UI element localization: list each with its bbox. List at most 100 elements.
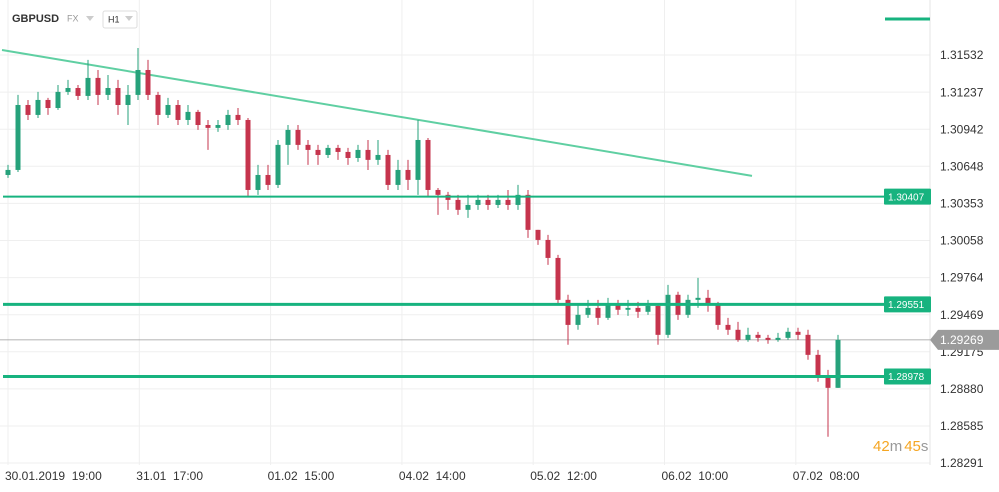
level-label: 1.30407 — [888, 192, 925, 203]
candle-body — [485, 199, 491, 205]
market: FX — [67, 13, 79, 23]
candle-body — [655, 305, 661, 335]
candle-body — [565, 299, 571, 325]
candle-body — [475, 199, 481, 205]
interval-box[interactable] — [102, 10, 138, 29]
symbol: GBPUSD — [12, 13, 59, 25]
candle-body — [105, 87, 111, 95]
candle-body — [545, 239, 551, 258]
candle-body — [75, 87, 81, 96]
dropdown-arrow — [125, 16, 133, 21]
x-tick-label: 30.01.2019 19:00 — [5, 469, 102, 483]
candle-body — [425, 139, 431, 190]
y-tick-label: 1.28291 — [940, 456, 984, 470]
candle-body — [195, 111, 201, 125]
y-tick-label: 1.30058 — [940, 234, 984, 248]
last-price-box — [930, 329, 999, 350]
candle-body — [725, 324, 731, 330]
candle-body — [595, 307, 601, 318]
candle-body — [515, 194, 521, 205]
candle-body — [785, 331, 791, 338]
candle-body — [135, 69, 141, 95]
candle-body — [165, 104, 171, 115]
y-tick-label: 1.30648 — [940, 159, 984, 173]
candle-body — [365, 149, 371, 160]
candle-body — [825, 377, 831, 388]
candle-body — [55, 91, 61, 109]
candle-body — [705, 297, 711, 305]
candle-body — [175, 104, 181, 120]
candle-body — [335, 147, 341, 152]
level-label-box — [884, 188, 931, 205]
y-tick-label: 1.31532 — [940, 48, 984, 62]
candle-body — [625, 307, 631, 310]
candle-body — [295, 129, 301, 145]
candle-body — [835, 339, 841, 388]
candle-body — [745, 334, 751, 340]
candle-body — [285, 129, 291, 145]
candle-body — [385, 154, 391, 185]
candle-body — [145, 69, 151, 95]
candle-body — [255, 174, 261, 190]
last-price-label: 1.29269 — [940, 333, 984, 347]
candle-body — [235, 114, 241, 120]
candle-body — [25, 104, 31, 115]
y-tick-label: 1.28585 — [940, 419, 984, 433]
candle-body — [455, 199, 461, 210]
candle-body — [585, 307, 591, 315]
candle-body — [15, 104, 21, 170]
candle-body — [765, 337, 771, 340]
candle-body — [375, 154, 381, 160]
y-tick-label: 1.30353 — [940, 197, 984, 211]
trendline — [1, 48, 753, 177]
candle-body — [125, 94, 131, 105]
timer-minutes: 42 — [873, 438, 890, 455]
x-tick-label: 31.01 17:00 — [136, 469, 203, 483]
candle-body — [695, 297, 701, 300]
timer: 42m 45s — [873, 438, 928, 455]
candle-body — [215, 124, 221, 128]
candle-body — [775, 337, 781, 340]
candle-body — [665, 294, 671, 335]
candle-body — [685, 299, 691, 315]
level-label-box — [884, 296, 931, 313]
level-label-box — [884, 368, 931, 385]
candle-body — [805, 334, 811, 355]
candle-body — [495, 199, 501, 205]
dropdown-arrow[interactable] — [86, 16, 94, 21]
y-tick-label: 1.28880 — [940, 382, 984, 396]
x-tick-label: 07.02 08:00 — [793, 469, 860, 483]
candle-body — [305, 144, 311, 150]
candle-body — [245, 119, 251, 190]
candle-body — [115, 87, 121, 105]
candle-body — [315, 149, 321, 155]
x-tick-label: 05.02 12:00 — [530, 469, 597, 483]
candle-body — [265, 174, 271, 185]
candle-body — [185, 111, 191, 120]
candle-body — [345, 151, 351, 158]
timer-seconds-unit: s — [921, 438, 929, 455]
candle-body — [505, 199, 511, 205]
candle-body — [95, 77, 101, 95]
x-tick-label: 01.02 15:00 — [268, 469, 335, 483]
timer-minutes-unit: m — [890, 438, 903, 455]
candle-body — [635, 307, 641, 312]
candle-body — [325, 147, 331, 155]
candle-body — [5, 169, 11, 175]
candle-body — [415, 139, 421, 180]
candle-body — [85, 77, 91, 96]
y-tick-label: 1.30942 — [940, 122, 984, 136]
candle-body — [435, 189, 441, 195]
level-label: 1.28978 — [888, 372, 925, 383]
candle-body — [225, 114, 231, 125]
timer-seconds: 45 — [904, 438, 921, 455]
candle-body — [45, 99, 51, 109]
y-tick-label: 1.29764 — [940, 271, 984, 285]
candle-body — [355, 149, 361, 158]
candle-body — [275, 144, 281, 185]
candle-body — [155, 94, 161, 115]
candle-body — [575, 314, 581, 325]
candle-body — [65, 87, 71, 92]
